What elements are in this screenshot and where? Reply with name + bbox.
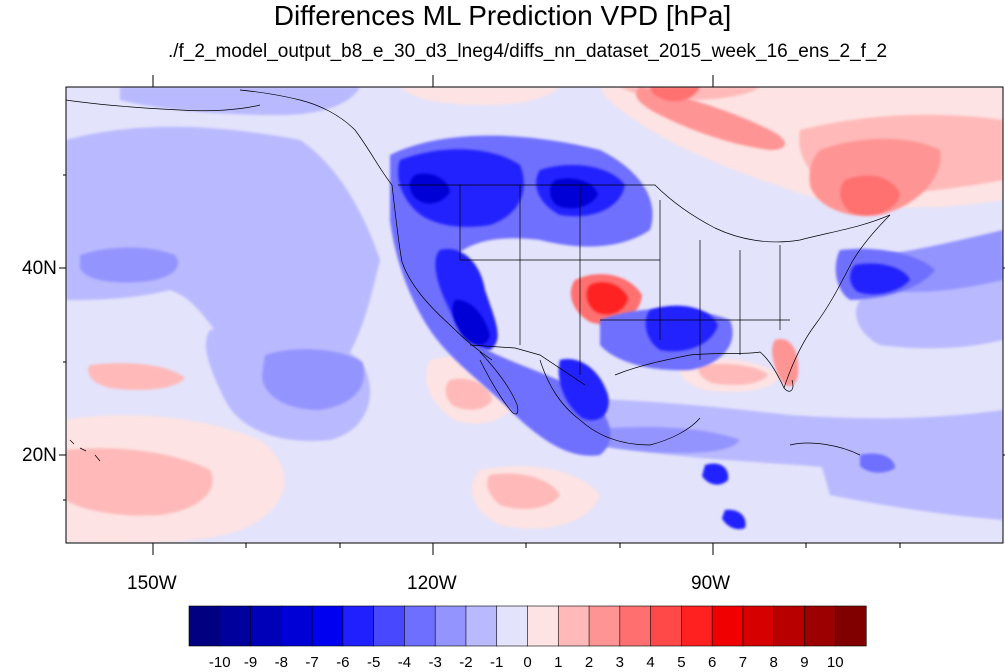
us-gulf-coast-line — [614, 351, 794, 392]
colorbar-label: 7 — [738, 654, 748, 671]
baja-outline-line — [479, 351, 519, 415]
colorbar-swatch — [834, 605, 867, 647]
colorbar-label: -1 — [490, 654, 504, 671]
colorbar-label: -2 — [459, 654, 473, 671]
colorbar-swatch — [804, 605, 836, 647]
lon-label-150w: 150W — [127, 573, 177, 594]
canada-coast-line — [239, 89, 393, 186]
figure-title: Differences ML Prediction VPD [hPa] — [273, 0, 732, 31]
alaska-coast-line — [66, 99, 261, 112]
colorbar-swatch — [311, 605, 344, 647]
field-bright-red — [586, 282, 628, 315]
colorbar-label: 2 — [584, 654, 594, 671]
colorbar-label: 4 — [646, 654, 655, 671]
colorbar-swatch — [281, 605, 313, 647]
colorbar-label: -9 — [243, 654, 258, 671]
colorbar-label: -10 — [208, 654, 231, 671]
colorbar-label: -4 — [397, 654, 412, 671]
colorbar-label: 3 — [615, 654, 624, 671]
colorbar-swatch — [588, 605, 621, 647]
colorbar-swatch — [496, 605, 529, 647]
lat-label-40n: 40N — [22, 258, 57, 279]
colorbar-label: -3 — [428, 654, 442, 671]
figure-subtitle: ./f_2_model_output_b8_e_30_d3_lneg4/diff… — [167, 41, 888, 62]
colorbar-label: 8 — [769, 654, 778, 671]
colorbar-swatch — [434, 605, 467, 647]
lon-label-120w: 120W — [407, 573, 457, 594]
colorbar-label: -7 — [305, 654, 319, 671]
colorbar-swatch — [773, 605, 806, 647]
colorbar-label: -5 — [366, 654, 381, 671]
colorbar-swatch — [342, 605, 375, 647]
colorbar-label: 5 — [677, 654, 686, 671]
colorbar-swatch — [557, 605, 590, 647]
us-east-coast-line — [783, 214, 891, 389]
colorbar-label: 9 — [800, 654, 809, 671]
colorbar-swatch — [527, 605, 559, 647]
state-lines — [459, 185, 790, 375]
field-layer — [66, 87, 1003, 543]
field-navy — [409, 173, 598, 345]
colorbar-swatch — [219, 605, 252, 647]
colorbar-swatch — [373, 605, 406, 647]
us-mexico-border-line — [469, 344, 586, 386]
cuba-outline — [789, 442, 861, 456]
colorbar-swatch — [404, 605, 436, 647]
mexico-gulf-coast-line — [539, 359, 701, 446]
colorbar-swatch — [650, 605, 682, 647]
colorbar-swatch — [250, 605, 282, 647]
lon-label-90w: 90W — [691, 573, 731, 594]
colorbar-swatch — [619, 605, 652, 647]
map-outlines — [66, 89, 891, 462]
colorbar-label: -8 — [274, 654, 288, 671]
colorbar-swatch — [711, 605, 744, 647]
colorbar-swatch — [742, 605, 775, 647]
colorbar-swatch — [465, 605, 498, 647]
axis-ticks — [59, 75, 1005, 555]
colorbar-label: 0 — [523, 654, 532, 671]
colorbar-label: 6 — [707, 654, 717, 671]
plot-frame — [65, 86, 1004, 544]
us-west-coast-line — [391, 184, 493, 361]
colorbar-label: -6 — [336, 654, 350, 671]
us-canada-border-line — [398, 184, 891, 243]
lat-label-20n: 20N — [22, 445, 57, 466]
colorbar-label: 10 — [826, 654, 844, 671]
colorbar — [188, 605, 867, 647]
colorbar-label: 1 — [554, 654, 563, 671]
colorbar-swatch — [681, 605, 713, 647]
hawaii-islands — [69, 439, 101, 462]
field-light-blue — [66, 87, 1003, 520]
colorbar-swatch — [188, 605, 221, 647]
